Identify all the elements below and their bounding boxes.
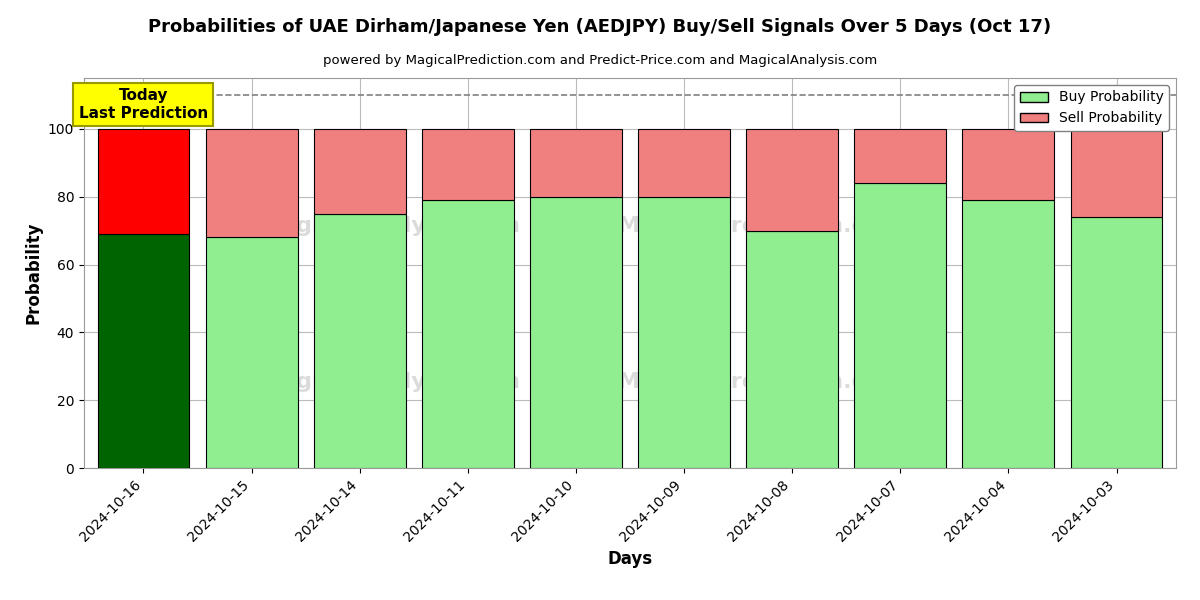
- X-axis label: Days: Days: [607, 550, 653, 568]
- Bar: [962, 129, 1055, 200]
- Bar: [854, 183, 947, 468]
- Bar: [638, 197, 730, 468]
- Bar: [97, 234, 190, 468]
- Text: MagicalPrediction.com: MagicalPrediction.com: [618, 216, 904, 236]
- Bar: [962, 200, 1055, 468]
- Bar: [530, 129, 622, 197]
- Bar: [746, 129, 838, 230]
- Text: MagicalPrediction.com: MagicalPrediction.com: [618, 372, 904, 392]
- Bar: [746, 230, 838, 468]
- Text: Today
Last Prediction: Today Last Prediction: [79, 88, 208, 121]
- Bar: [205, 129, 298, 238]
- Bar: [422, 129, 514, 200]
- Bar: [205, 238, 298, 468]
- Bar: [1070, 129, 1163, 217]
- Bar: [854, 129, 947, 183]
- Bar: [313, 214, 406, 468]
- Bar: [1070, 217, 1163, 468]
- Text: powered by MagicalPrediction.com and Predict-Price.com and MagicalAnalysis.com: powered by MagicalPrediction.com and Pre…: [323, 54, 877, 67]
- Text: MagicalAnalysis.com: MagicalAnalysis.com: [259, 216, 521, 236]
- Bar: [422, 200, 514, 468]
- Legend: Buy Probability, Sell Probability: Buy Probability, Sell Probability: [1014, 85, 1169, 131]
- Bar: [638, 129, 730, 197]
- Bar: [530, 197, 622, 468]
- Y-axis label: Probability: Probability: [24, 222, 42, 324]
- Text: Probabilities of UAE Dirham/Japanese Yen (AEDJPY) Buy/Sell Signals Over 5 Days (: Probabilities of UAE Dirham/Japanese Yen…: [149, 18, 1051, 36]
- Text: MagicalAnalysis.com: MagicalAnalysis.com: [259, 372, 521, 392]
- Bar: [313, 129, 406, 214]
- Bar: [97, 129, 190, 234]
